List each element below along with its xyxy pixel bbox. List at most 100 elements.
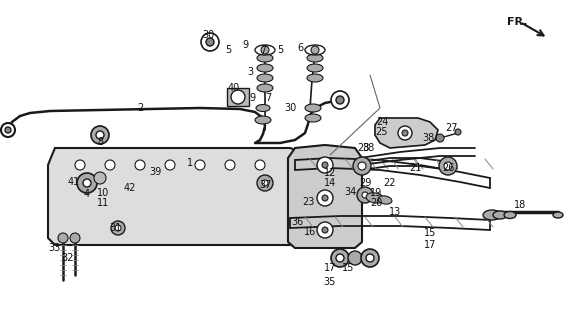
Polygon shape	[48, 148, 315, 245]
Text: 5: 5	[277, 45, 283, 55]
Circle shape	[255, 160, 265, 170]
Text: 25: 25	[376, 127, 388, 137]
Ellipse shape	[483, 210, 501, 220]
Text: 35: 35	[324, 277, 336, 287]
Circle shape	[1, 123, 15, 137]
Ellipse shape	[307, 74, 323, 82]
Circle shape	[5, 127, 11, 133]
Ellipse shape	[305, 45, 325, 55]
Circle shape	[366, 254, 374, 262]
Text: FR.: FR.	[507, 17, 527, 27]
Circle shape	[96, 131, 104, 139]
Circle shape	[201, 33, 219, 51]
Circle shape	[257, 175, 273, 191]
Text: 15: 15	[342, 263, 354, 273]
Circle shape	[94, 172, 106, 184]
Text: 3: 3	[247, 67, 253, 77]
Circle shape	[115, 225, 121, 231]
Text: 4: 4	[84, 189, 90, 199]
Text: 17: 17	[424, 240, 436, 250]
Text: 22: 22	[384, 178, 396, 188]
Text: 2: 2	[137, 103, 143, 113]
Circle shape	[195, 160, 205, 170]
Ellipse shape	[257, 84, 273, 92]
Circle shape	[262, 180, 268, 186]
Text: 8: 8	[97, 137, 103, 147]
Ellipse shape	[255, 116, 271, 124]
Text: 13: 13	[389, 207, 401, 217]
Text: 19: 19	[370, 188, 382, 198]
Circle shape	[357, 187, 373, 203]
Text: 1: 1	[187, 158, 193, 168]
Circle shape	[455, 129, 461, 135]
Circle shape	[317, 190, 333, 206]
Circle shape	[58, 233, 68, 243]
Text: 30: 30	[202, 30, 214, 40]
Text: 9: 9	[249, 93, 255, 103]
Circle shape	[231, 90, 245, 104]
Circle shape	[361, 249, 379, 267]
Text: 5: 5	[225, 45, 231, 55]
Text: 24: 24	[376, 117, 388, 127]
Circle shape	[135, 160, 145, 170]
Circle shape	[336, 254, 344, 262]
Circle shape	[75, 160, 85, 170]
Ellipse shape	[256, 105, 270, 111]
Text: 17: 17	[324, 263, 336, 273]
Circle shape	[91, 126, 109, 144]
Circle shape	[436, 134, 444, 142]
Ellipse shape	[257, 74, 273, 82]
Ellipse shape	[366, 193, 384, 203]
Circle shape	[83, 179, 91, 187]
Text: 29: 29	[359, 178, 371, 188]
Circle shape	[77, 173, 97, 193]
Circle shape	[311, 46, 319, 54]
Text: 11: 11	[97, 198, 109, 208]
Text: 15: 15	[424, 228, 436, 238]
Text: 32: 32	[62, 253, 74, 263]
Circle shape	[225, 160, 235, 170]
Circle shape	[206, 38, 214, 46]
Text: 12: 12	[324, 168, 336, 178]
Circle shape	[402, 130, 408, 136]
Text: 42: 42	[124, 183, 136, 193]
Ellipse shape	[504, 212, 516, 219]
Ellipse shape	[255, 45, 275, 55]
Circle shape	[348, 251, 362, 265]
Text: 23: 23	[302, 197, 314, 207]
Circle shape	[444, 162, 452, 170]
Polygon shape	[375, 118, 438, 148]
Text: 40: 40	[228, 83, 240, 93]
Text: 7: 7	[265, 93, 271, 103]
Text: 36: 36	[291, 217, 303, 227]
Text: 28: 28	[357, 143, 369, 153]
Circle shape	[331, 91, 349, 109]
Text: 27: 27	[446, 123, 458, 133]
Circle shape	[111, 221, 125, 235]
Circle shape	[261, 46, 269, 54]
Circle shape	[70, 233, 80, 243]
Circle shape	[165, 160, 175, 170]
Ellipse shape	[378, 196, 392, 204]
Circle shape	[336, 96, 344, 104]
Text: 38: 38	[362, 143, 374, 153]
Text: 10: 10	[97, 188, 109, 198]
Ellipse shape	[307, 64, 323, 72]
Text: 20: 20	[370, 198, 382, 208]
Ellipse shape	[493, 211, 507, 219]
Text: 31: 31	[109, 223, 121, 233]
Circle shape	[322, 195, 328, 201]
Text: 21: 21	[409, 163, 421, 173]
Text: 6: 6	[297, 43, 303, 53]
Circle shape	[398, 126, 412, 140]
Circle shape	[353, 157, 371, 175]
Circle shape	[439, 157, 457, 175]
Text: 41: 41	[68, 177, 80, 187]
Ellipse shape	[553, 212, 563, 218]
Text: 38: 38	[422, 133, 434, 143]
Text: 16: 16	[304, 227, 316, 237]
Ellipse shape	[257, 54, 273, 62]
Text: 18: 18	[514, 200, 526, 210]
Text: 7: 7	[260, 45, 266, 55]
Circle shape	[322, 162, 328, 168]
